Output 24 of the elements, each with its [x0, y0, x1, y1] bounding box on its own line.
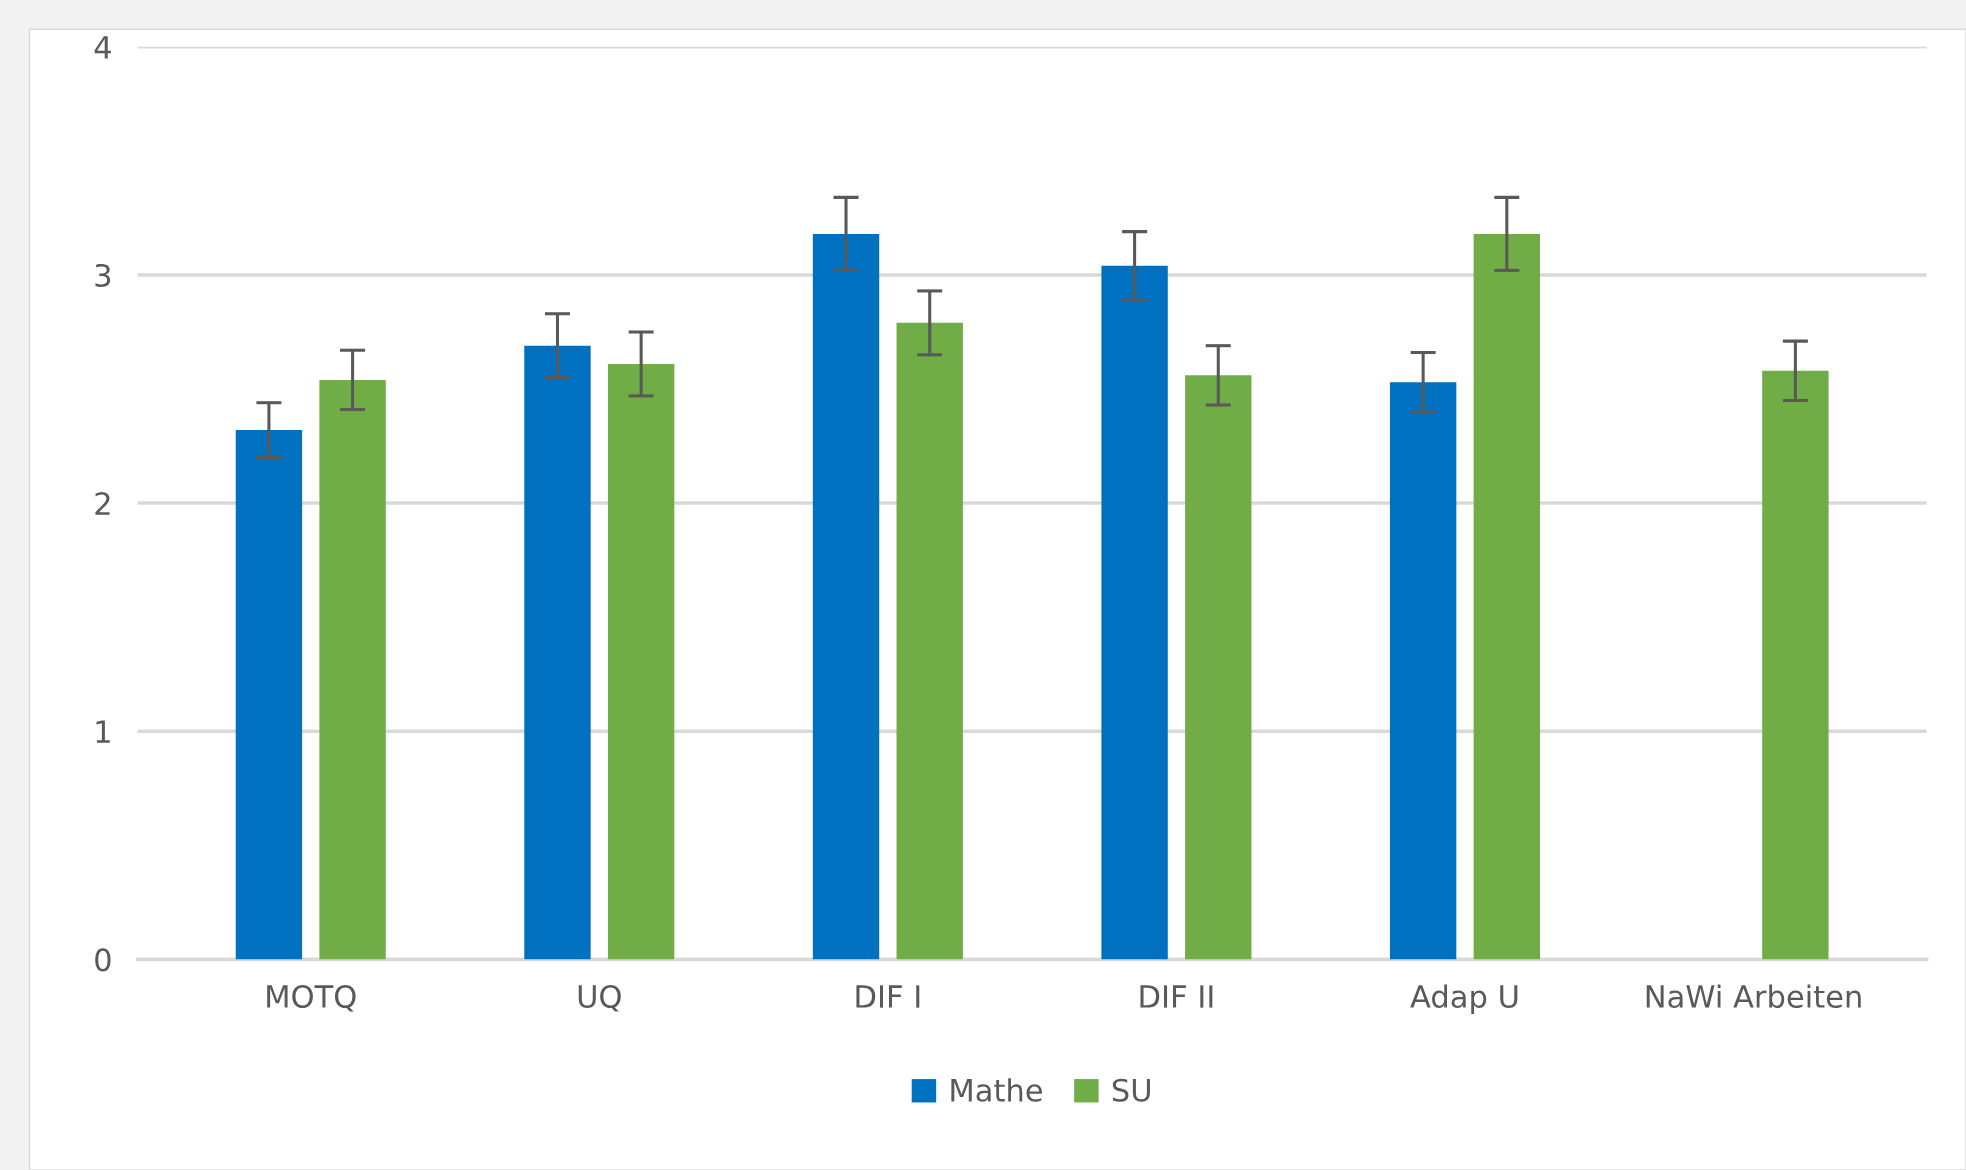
bar	[1762, 370, 1829, 960]
x-tick-label: Adap U	[1410, 984, 1518, 1014]
bar	[524, 345, 591, 960]
y-tick-label: 0	[95, 948, 111, 972]
x-tick-label: MOTQ	[267, 984, 356, 1012]
bar	[235, 430, 303, 960]
bar	[896, 322, 963, 960]
y-tick-label: 3	[95, 263, 111, 287]
y-tick-label: 1	[96, 720, 110, 743]
bar	[1389, 382, 1457, 960]
x-tick-label: DIF II	[1140, 985, 1213, 1008]
bar	[1473, 233, 1541, 960]
x-tick-label: NaWi Arbeiten	[1646, 984, 1861, 1009]
y-tick-label: 2	[95, 492, 110, 515]
bar	[1101, 265, 1168, 960]
legend-label: Mathe	[951, 1078, 1042, 1102]
legend-label: SU	[1112, 1078, 1150, 1102]
bar	[812, 233, 880, 960]
bar	[1185, 375, 1252, 960]
y-tick-label: 4	[94, 36, 111, 59]
bar	[319, 379, 386, 960]
x-tick-label: UQ	[578, 984, 621, 1012]
x-tick-label: DIF I	[856, 985, 920, 1008]
bar	[607, 363, 675, 960]
